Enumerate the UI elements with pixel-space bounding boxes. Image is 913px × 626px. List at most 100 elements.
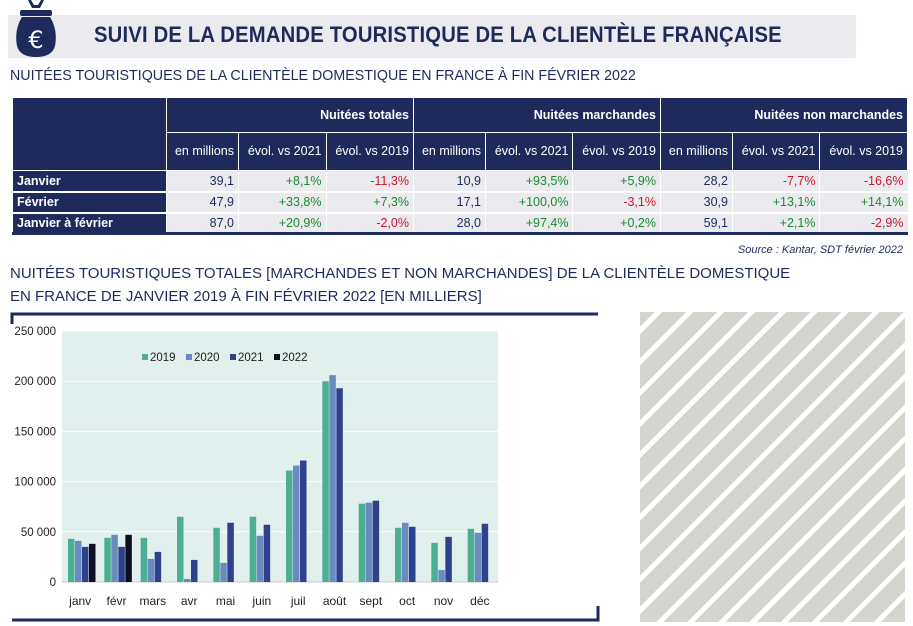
- x-tick-label: févr: [106, 594, 126, 608]
- x-tick-label: avr: [181, 594, 198, 608]
- table-cell: -2,0%: [325, 212, 414, 235]
- bar-2021-nov: [445, 536, 452, 582]
- bar-2019-déc: [467, 528, 475, 582]
- bar-2020-avr: [184, 578, 191, 582]
- table-cell: 10,9: [412, 170, 486, 193]
- column-header: en millions: [165, 132, 240, 171]
- y-tick-label: 250 000: [14, 326, 56, 338]
- bar-2020-août: [329, 375, 336, 582]
- column-header: évol. vs 2021: [484, 132, 574, 171]
- table-row: Février 47,9 +33,8% +7,3% 17,1 +100,0% -3,1% 30…: [12, 191, 908, 214]
- bar-2020-oct: [402, 522, 409, 582]
- table-title: NUITÉES TOURISTIQUES DE LA CLIENTÈLE DOM…: [10, 67, 636, 84]
- bar-2019-janv: [68, 538, 75, 582]
- bar-2022-févr: [125, 534, 132, 582]
- chart-title: NUITÉES TOURISTIQUES TOTALES [MARCHANDES…: [10, 262, 790, 308]
- column-header: en millions: [659, 132, 733, 171]
- table-row: Janvier 39,1 +8,1% -11,3% 10,9 +93,5% +5,9% 28,…: [12, 170, 908, 193]
- x-tick-label: juin: [251, 594, 271, 608]
- plot-area: [62, 331, 498, 582]
- euro-purse-icon: €: [16, 0, 56, 57]
- table-cell: +20,9%: [238, 212, 326, 235]
- table-cell: 17,1: [412, 191, 486, 214]
- bar-2019-août: [322, 381, 329, 582]
- bar-2020-juin: [256, 535, 264, 582]
- table-cell: +33,8%: [238, 191, 326, 214]
- table-cell: 28,0: [412, 212, 486, 235]
- chart-title-line-2: EN FRANCE DE JANVIER 2019 À FIN FÉVRIER …: [10, 288, 482, 305]
- x-tick-label: janv: [68, 594, 91, 608]
- y-tick-label: 0: [50, 577, 56, 589]
- bar-2020-nov: [438, 569, 445, 582]
- x-tick-label: août: [323, 594, 347, 608]
- x-tick-label: mai: [216, 594, 235, 608]
- legend-label: 2022: [282, 352, 308, 364]
- table-cell: 39,1: [165, 170, 239, 193]
- bar-2021-sept: [372, 500, 380, 582]
- column-header: en millions: [412, 132, 487, 171]
- row-label: Février: [12, 191, 167, 214]
- table-cell: 30,9: [659, 191, 733, 214]
- svg-text:€: €: [28, 26, 43, 54]
- legend-swatch: [186, 354, 192, 360]
- column-header: évol. vs 2019: [325, 132, 414, 171]
- legend-label: 2020: [194, 352, 220, 364]
- bar-2019-juin: [249, 516, 257, 582]
- table-cell: +14,1%: [819, 191, 908, 214]
- table-cell: 59,1: [659, 212, 733, 235]
- nights-table: Nuitées totales Nuitées marchandes Nuité…: [12, 97, 909, 235]
- bar-2022-janv: [89, 543, 96, 582]
- bar-2019-sept: [358, 503, 366, 582]
- table-cell: +8,1%: [238, 170, 326, 193]
- table-cell: 28,2: [659, 170, 733, 193]
- table-cell: +100,0%: [484, 191, 573, 214]
- bar-2021-janv: [82, 546, 89, 582]
- bar-2019-févr: [104, 537, 111, 582]
- legend-label: 2021: [238, 352, 264, 364]
- bar-2021-oct: [409, 526, 416, 582]
- bar-2020-déc: [474, 532, 482, 582]
- table-cell: +97,4%: [484, 212, 573, 235]
- bar-2019-nov: [431, 542, 438, 582]
- chart-title-line-1: NUITÉES TOURISTIQUES TOTALES [MARCHANDES…: [10, 265, 791, 282]
- bar-2021-févr: [118, 546, 125, 582]
- bar-2021-août: [336, 388, 343, 582]
- bar-2020-févr: [111, 534, 118, 582]
- page-title: SUIVI DE LA DEMANDE TOURISTIQUE DE LA CL…: [94, 22, 782, 47]
- table-cell: +0,2%: [572, 212, 661, 235]
- legend-label: 2019: [150, 352, 176, 364]
- column-header: évol. vs 2021: [238, 132, 327, 171]
- bar-2019-avr: [177, 516, 184, 582]
- bar-2020-juil: [293, 465, 300, 582]
- y-tick-label: 200 000: [14, 376, 56, 388]
- row-label: Janvier: [12, 170, 167, 193]
- corner-cell: [12, 97, 167, 171]
- table-cell: +7,3%: [325, 191, 414, 214]
- table-cell: -2,9%: [819, 212, 908, 235]
- row-label: Janvier à février: [12, 212, 167, 235]
- x-tick-label: juil: [290, 594, 306, 608]
- bar-2019-oct: [395, 527, 402, 582]
- table-row: Janvier à février 87,0 +20,9% -2,0% 28,0 +97,…: [12, 212, 908, 235]
- bar-2020-janv: [75, 540, 82, 582]
- source-note: Source : Kantar, SDT février 2022: [737, 244, 903, 256]
- x-tick-label: oct: [399, 594, 416, 608]
- hatched-decoration: [640, 312, 905, 622]
- table-cell: +13,1%: [731, 191, 820, 214]
- y-tick-label: 50 000: [21, 527, 56, 539]
- bar-2021-juil: [300, 460, 307, 582]
- table-cell: -11,3%: [325, 170, 414, 193]
- table-cell: 87,0: [165, 212, 239, 235]
- group-header: Nuitées non marchandes: [659, 97, 909, 133]
- x-tick-label: sept: [359, 594, 382, 608]
- bar-2019-mai: [213, 527, 220, 582]
- column-header: évol. vs 2019: [819, 132, 908, 171]
- group-header: Nuitées totales: [166, 97, 414, 133]
- header-bar: [8, 15, 856, 58]
- bar-2020-mars: [147, 558, 155, 582]
- bar-2021-mai: [227, 522, 234, 582]
- frame-bottom: [12, 606, 600, 622]
- bar-chart: 0 50 000 100 000 150 000 200 000 250 000 janv f…: [10, 312, 600, 622]
- legend-swatch: [274, 354, 280, 360]
- bar-2021-mars: [154, 551, 162, 582]
